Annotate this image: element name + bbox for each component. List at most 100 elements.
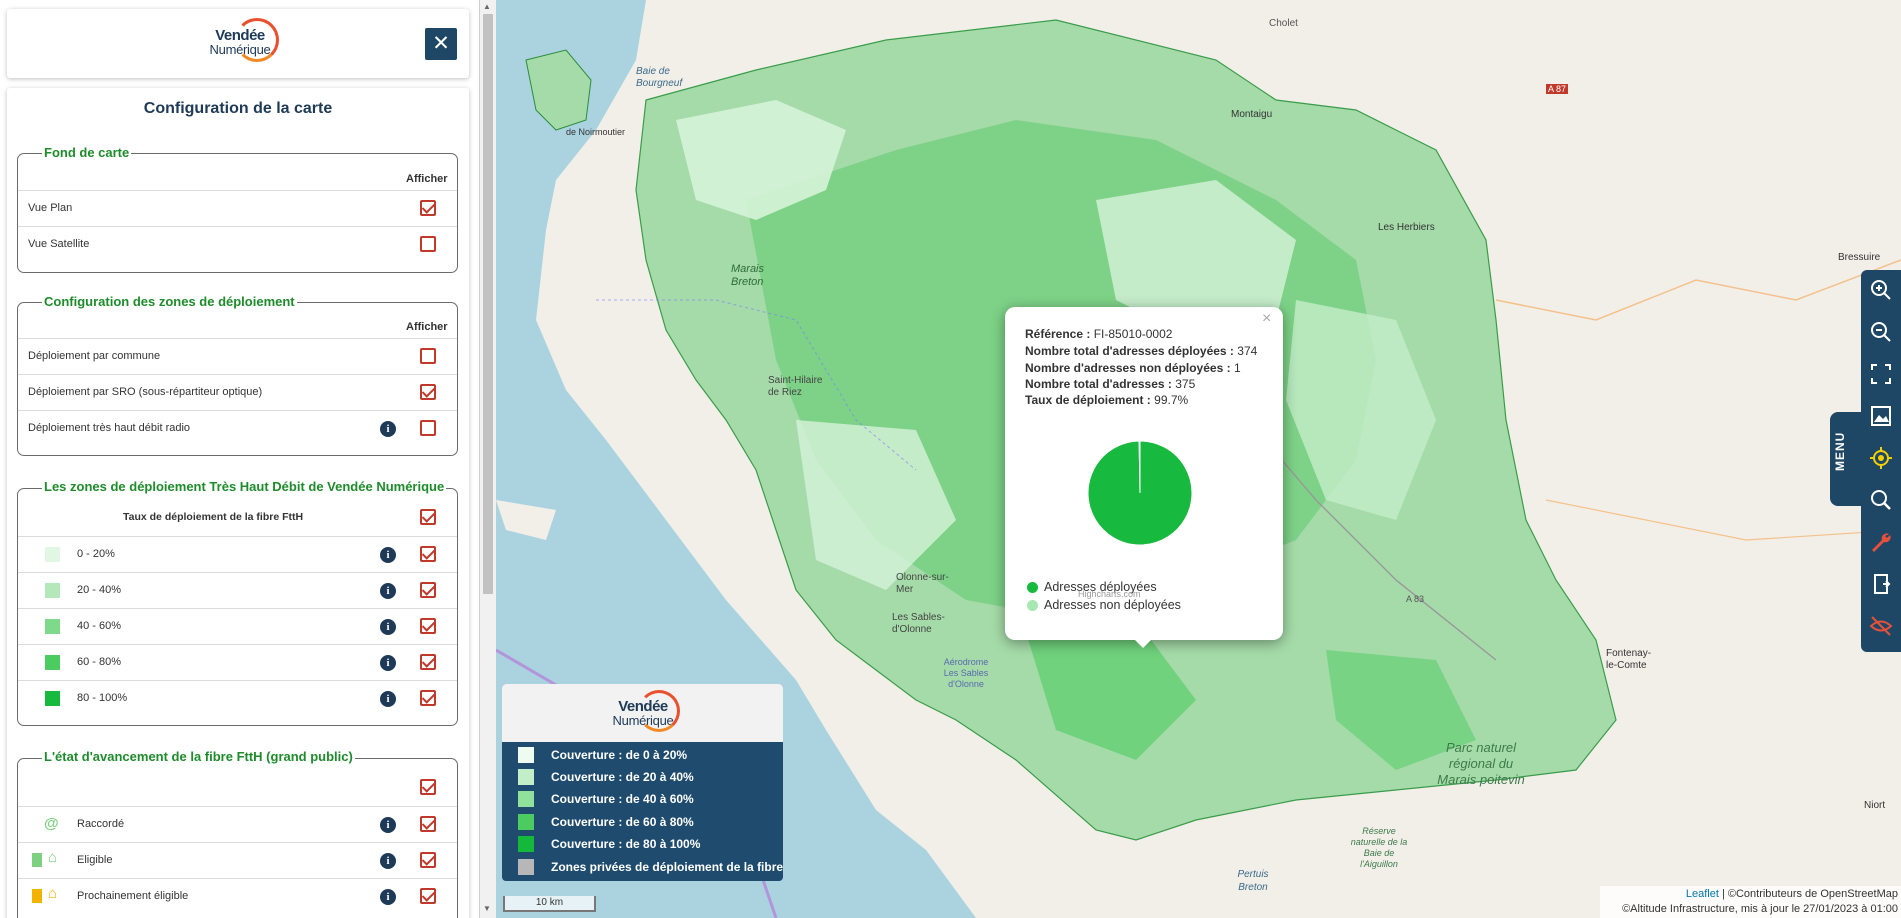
pie-chart bbox=[1087, 440, 1193, 546]
thd-0-checkbox[interactable] bbox=[420, 546, 436, 562]
row-etat-header bbox=[18, 770, 457, 806]
fullscreen-icon[interactable] bbox=[1866, 359, 1896, 389]
place-label: Les Sables-d'Olonne bbox=[892, 612, 945, 635]
eligible-checkbox[interactable] bbox=[420, 852, 436, 868]
thd-1-checkbox[interactable] bbox=[420, 582, 436, 598]
legend-swatch bbox=[518, 836, 534, 852]
vue-satellite-checkbox[interactable] bbox=[420, 236, 436, 252]
place-label: Fontenay-le-Comte bbox=[1606, 648, 1652, 671]
legend-row: Zones privées de déploiement de la fibre bbox=[518, 859, 783, 875]
row-label: Déploiement par commune bbox=[28, 350, 161, 362]
info-icon[interactable]: i bbox=[380, 421, 396, 437]
row-label: 40 - 60% bbox=[77, 620, 122, 632]
place-label: Aérodrome Les Sables d'Olonne bbox=[943, 657, 989, 689]
etat-all-checkbox[interactable] bbox=[420, 779, 436, 795]
thd-3-checkbox[interactable] bbox=[420, 654, 436, 670]
scrollbar-thumb[interactable] bbox=[483, 14, 493, 594]
etat-legend: L'état d'avancement de la fibre FttH (gr… bbox=[42, 749, 355, 764]
legend-non-deployees[interactable]: Adresses non déployées bbox=[1027, 598, 1181, 612]
config-title: Configuration de la carte bbox=[143, 100, 333, 117]
info-icon[interactable]: i bbox=[380, 547, 396, 563]
scroll-up-icon[interactable]: ▲ bbox=[483, 2, 491, 11]
scale-bar: 10 km bbox=[503, 896, 596, 912]
place-label: Baie de Bourgneuf bbox=[636, 66, 683, 89]
close-button[interactable]: ✕ bbox=[425, 28, 457, 60]
color-swatch bbox=[45, 583, 60, 598]
wrench-icon[interactable] bbox=[1866, 527, 1896, 557]
fieldset-fond bbox=[17, 153, 458, 273]
place-label: Cholet bbox=[1269, 18, 1298, 29]
row-thd-0: 0 - 20% i bbox=[18, 536, 457, 572]
place-label: Montaigu bbox=[1231, 109, 1273, 120]
search-icon[interactable] bbox=[1866, 485, 1896, 515]
prochainement-checkbox[interactable] bbox=[420, 888, 436, 904]
thd-2-checkbox[interactable] bbox=[420, 618, 436, 634]
locate-icon[interactable] bbox=[1866, 443, 1896, 473]
row-prochainement: ⌂ Prochainement éligible i bbox=[18, 878, 457, 914]
thd-legend: Les zones de déploiement Très Haut Débit… bbox=[42, 479, 447, 494]
info-icon[interactable]: i bbox=[380, 817, 396, 833]
place-label: de Noirmoutier bbox=[566, 127, 626, 137]
info-icon[interactable]: i bbox=[380, 853, 396, 869]
popup-total: Nombre total d'adresses : 375 bbox=[1025, 377, 1196, 391]
legend-row: Couverture : de 20 à 40% bbox=[518, 769, 694, 785]
image-icon[interactable] bbox=[1866, 401, 1896, 431]
color-swatch bbox=[45, 655, 60, 670]
exit-icon[interactable] bbox=[1866, 569, 1896, 599]
place-label: Bressuire bbox=[1838, 252, 1881, 263]
popup-taux: Taux de déploiement : 99.7% bbox=[1025, 393, 1189, 407]
zoom-in-icon[interactable] bbox=[1866, 275, 1896, 305]
row-label: Vue Plan bbox=[28, 202, 73, 214]
radio-checkbox[interactable] bbox=[420, 420, 436, 436]
place-label: A 83 bbox=[1406, 594, 1425, 604]
info-icon[interactable]: i bbox=[380, 655, 396, 671]
home-icon: ⌂ bbox=[48, 849, 58, 866]
fond-legend: Fond de carte bbox=[42, 145, 132, 160]
info-icon[interactable]: i bbox=[380, 583, 396, 599]
sro-checkbox[interactable] bbox=[420, 384, 436, 400]
row-label: 60 - 80% bbox=[77, 656, 122, 668]
taux-all-checkbox[interactable] bbox=[420, 509, 436, 525]
row-label: 80 - 100% bbox=[77, 692, 128, 704]
row-thd-4: 80 - 100% i bbox=[18, 680, 457, 716]
vue-plan-checkbox[interactable] bbox=[420, 200, 436, 216]
afficher-label: Afficher bbox=[406, 321, 448, 333]
row-label: Déploiement par SRO (sous-répartiteur op… bbox=[28, 386, 263, 398]
row-radio: Déploiement très haut débit radio i bbox=[18, 410, 457, 446]
row-eligible: ⌂ Eligible i bbox=[18, 842, 457, 878]
place-label: Saint-Hilaire de Riez bbox=[768, 375, 823, 398]
row-vue-satellite: Vue Satellite bbox=[18, 226, 457, 262]
legend-row: Couverture : de 40 à 60% bbox=[518, 791, 694, 807]
close-icon: ✕ bbox=[432, 32, 450, 55]
color-swatch bbox=[45, 691, 60, 706]
attribution: Leaflet | ©Contributeurs de OpenStreetMa… bbox=[1600, 886, 1901, 918]
info-icon[interactable]: i bbox=[380, 889, 396, 905]
at-icon: @ bbox=[44, 815, 59, 832]
scroll-down-icon[interactable]: ▼ bbox=[483, 904, 491, 913]
place-label: Les Herbiers bbox=[1378, 222, 1435, 233]
row-vue-plan: Vue Plan bbox=[18, 190, 457, 226]
row-label: Vue Satellite bbox=[28, 238, 90, 250]
place-label: Parc naturel régional du Marais poitevin bbox=[1437, 740, 1525, 787]
popup-tip bbox=[1133, 638, 1153, 648]
info-icon[interactable]: i bbox=[380, 619, 396, 635]
info-icon[interactable]: i bbox=[380, 691, 396, 707]
row-thd-2: 40 - 60% i bbox=[18, 608, 457, 644]
highcharts-credits[interactable]: Highcharts.com bbox=[1078, 589, 1141, 599]
zoom-out-icon[interactable] bbox=[1866, 317, 1896, 347]
popup-close-button[interactable]: × bbox=[1262, 310, 1272, 327]
legend-deployees[interactable]: Adresses déployées bbox=[1027, 580, 1157, 594]
legend-row: Couverture : de 0 à 20% bbox=[518, 747, 687, 763]
leaflet-link[interactable]: Leaflet bbox=[1685, 888, 1719, 900]
afficher-label: Afficher bbox=[406, 173, 448, 185]
popup-non-deployees: Nombre d'adresses non déployées : 1 bbox=[1025, 361, 1241, 375]
place-label: Pertuis Breton bbox=[1237, 869, 1269, 893]
raccorde-checkbox[interactable] bbox=[420, 816, 436, 832]
hide-icon[interactable] bbox=[1866, 611, 1896, 641]
commune-checkbox[interactable] bbox=[420, 348, 436, 364]
menu-tab[interactable]: MENU bbox=[1830, 412, 1865, 506]
thd-4-checkbox[interactable] bbox=[420, 690, 436, 706]
pie-slice-1[interactable] bbox=[1138, 440, 1141, 494]
vendee-numerique-logo: Vendée Numérique bbox=[598, 690, 688, 736]
row-label: Déploiement très haut débit radio bbox=[28, 422, 191, 434]
